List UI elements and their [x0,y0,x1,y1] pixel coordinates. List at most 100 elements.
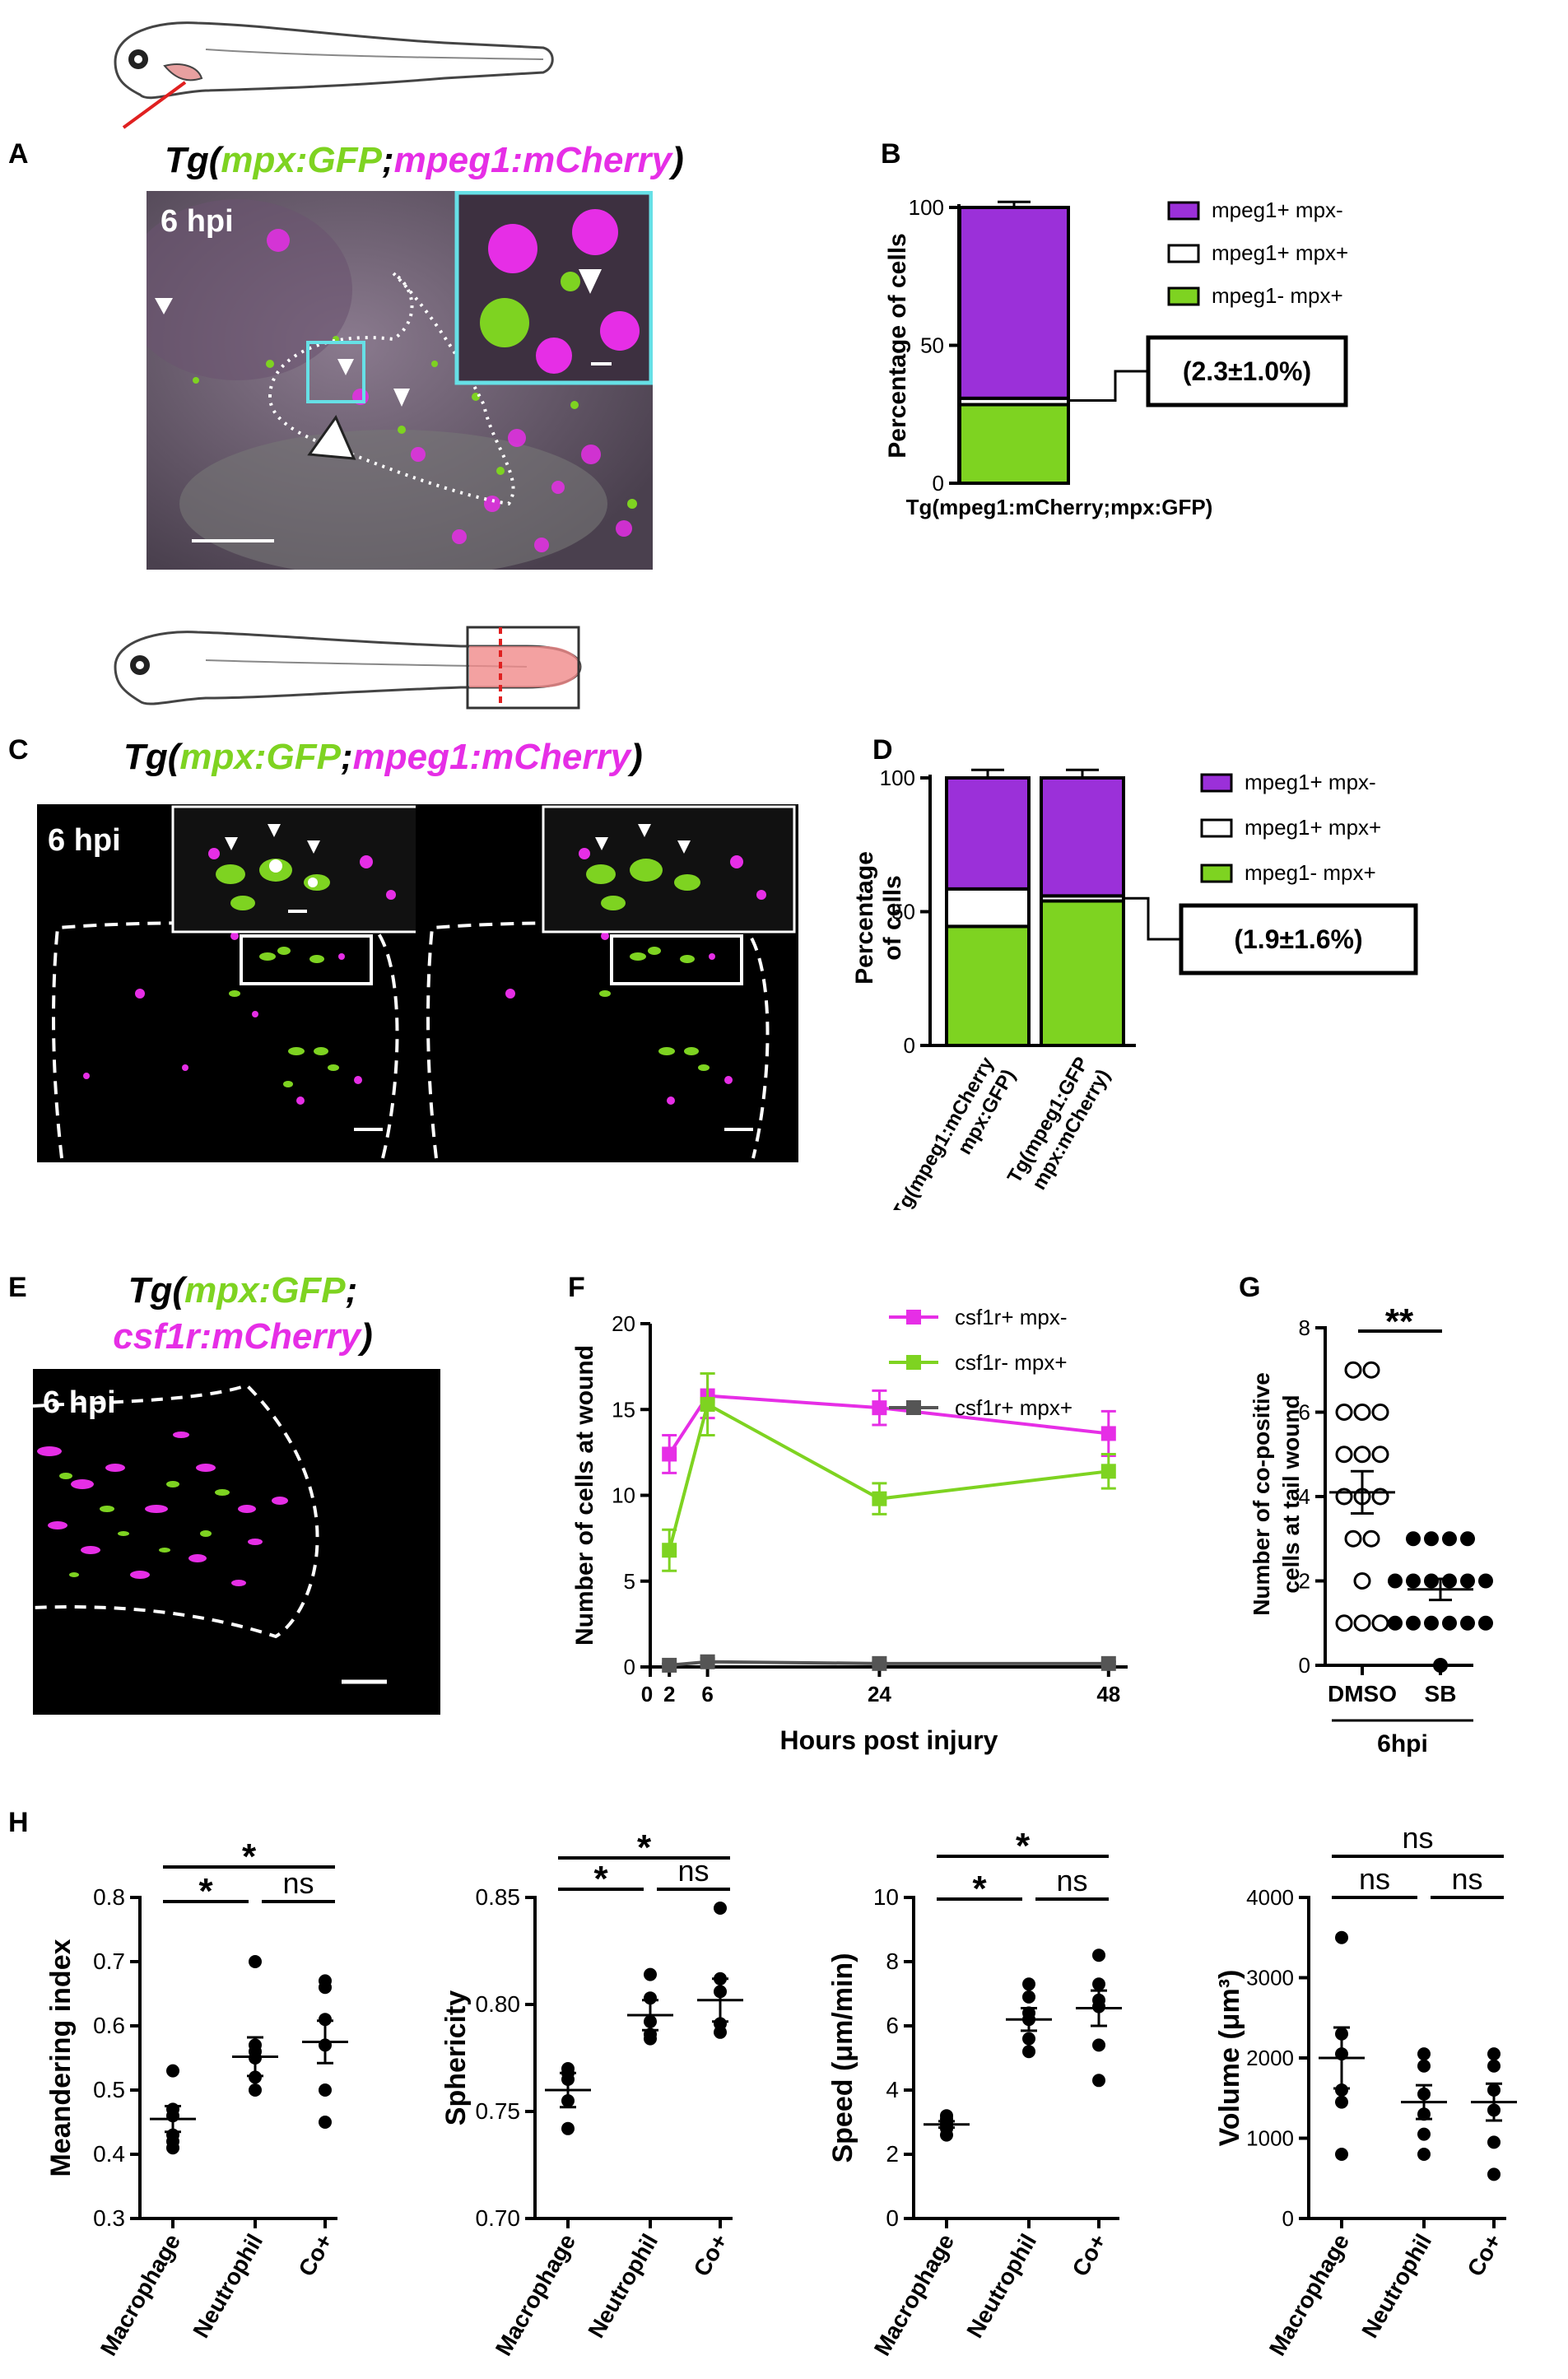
data-point [1478,1615,1493,1631]
y-tick-label: 100 [909,195,944,220]
significance-label: * [972,1869,987,1909]
legend-swatch [1167,286,1200,306]
data-point [662,1543,677,1558]
data-point [1433,1658,1448,1673]
legend-swatch [1200,818,1233,838]
chart-h-speed: 0 2 4 6 8 10 Speed (μm/min) Macrophage Neutrophi… [827,1826,1122,2360]
x-tick-label: SB [1425,1681,1457,1706]
data-point [1442,1615,1457,1631]
y-tick-label: 8 [886,1948,899,1974]
data-point [319,2013,332,2027]
micrograph-c-merge [37,804,428,1162]
x-tick-label: Neutrophil [583,2230,663,2343]
legend-label: mpeg1+ mpx- [1212,198,1343,222]
y-tick-label: 3000 [1246,1966,1294,1990]
y-axis-label: Sphericity [440,1990,472,2125]
y-tick-label: 8 [1299,1315,1310,1340]
legend-marker [906,1400,921,1415]
y-tick-label: 10 [612,1483,635,1508]
x-tick-label: Macrophage [95,2230,185,2360]
data-point [644,1967,657,1981]
data-point [319,2083,332,2097]
y-axis-label: Meandering index [45,1939,77,2176]
x-tick-label: Neutrophil [188,2230,268,2343]
legend-marker [906,1355,921,1370]
data-point [319,1981,332,1995]
legend-label: mpeg1+ mpx- [1245,770,1376,794]
significance-label: ns [1402,1821,1433,1855]
data-point [1487,2135,1501,2149]
data-point [872,1400,887,1416]
callout-box [1146,335,1348,407]
significance-label: * [198,1871,213,1911]
chart-h-meandering: 0.3 0.4 0.5 0.6 0.7 0.8 Meandering index Macrop… [45,1837,348,2360]
y-tick-label: 100 [880,766,915,790]
y-axis-label: Number of co-positive cells at tail wound [1249,1372,1304,1616]
callout-line [1068,370,1148,402]
y-tick-label: 5 [624,1569,635,1594]
data-point [1022,1990,1035,2004]
y-tick-label: 2 [1299,1569,1310,1594]
data-point [644,2032,657,2046]
data-point [1424,1615,1439,1631]
y-tick-label: 50 [891,900,915,924]
x-tick-label: Co+ [1068,2230,1112,2281]
y-axis-label: Percentage of cells [884,233,911,458]
data-point [1371,1404,1389,1421]
legend-label: csf1r+ mpx- [955,1305,1068,1329]
panel-letter-e: E [8,1272,27,1303]
y-tick-label: 6 [1299,1400,1310,1425]
data-point [1100,1464,1116,1479]
y-tick-label: 50 [920,333,944,358]
data-point [1417,2127,1431,2141]
data-point [1371,1446,1389,1464]
data-point [1487,2047,1501,2061]
callout-text: (2.3±1.0%) [1183,356,1311,386]
chart-h-sphericity: 0.70 0.75 0.80 0.85 Sphericity Macrophage Neut… [440,1827,743,2360]
data-point [1460,1615,1475,1631]
panel-letter-f: F [568,1272,585,1303]
data-point [1022,2032,1035,2046]
data-point [1487,2167,1501,2181]
time-label-a: 6 hpi [161,204,234,239]
data-point [1460,1573,1475,1589]
x-tick-label: Co+ [1463,2230,1507,2281]
data-point [319,2116,332,2129]
data-point [1406,1615,1421,1631]
micrograph-c-split [416,804,798,1162]
x-tick-label: 24 [868,1682,891,1706]
significance-label: ns [282,1866,314,1900]
data-point [940,2128,953,2142]
data-point [700,1396,715,1412]
data-point [714,2025,727,2039]
data-point [1388,1573,1403,1589]
y-tick-label: 4 [886,2077,899,2102]
data-point [1335,1404,1353,1421]
chart-g: 0 2 4 6 8 Number of co-positive cells at tail … [1249,1301,1493,1757]
panel-letter-a: A [8,138,29,170]
data-point [1442,1531,1457,1547]
legend-swatch [1167,201,1200,221]
data-point [1353,1404,1371,1421]
y-tick-label: 4 [1299,1484,1310,1509]
bar-segment [945,924,1031,1047]
data-point [1362,1361,1380,1379]
y-tick-label: 0.70 [476,2205,521,2231]
x-tick-label: Tg(mpeg1:mCherrympx:GFP) [888,1053,1020,1210]
panel-e-title: Tg(mpx:GFP; csf1r:mCherry) [113,1270,373,1357]
data-point [872,1491,887,1506]
x-tick-label: Macrophage [1264,2230,1354,2360]
data-point [872,1655,887,1671]
data-point [1442,1573,1457,1589]
panel-letter-b: B [881,138,901,170]
y-axis-label: Volume (μm³) [1214,1970,1245,2147]
data-point [1100,1655,1116,1671]
data-point [1353,1572,1371,1590]
panel-letter-c: C [8,734,29,766]
significance-label: ns [1056,1864,1087,1897]
panel-letter-g: G [1239,1272,1261,1303]
y-axis-label: Number of cells at wound [571,1345,598,1646]
data-point [1460,1531,1475,1547]
data-point [1092,1977,1105,1991]
